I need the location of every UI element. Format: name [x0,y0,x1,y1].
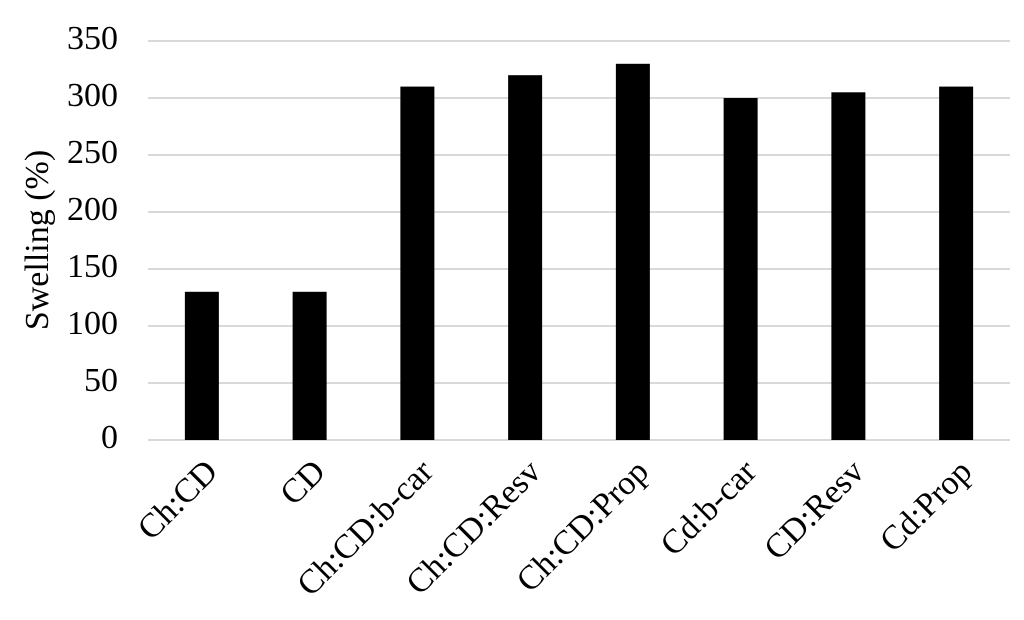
bar [184,291,219,440]
bar [615,63,650,441]
x-tick-label: Cd:b-car [654,453,765,564]
x-tick-label: Ch:CD [131,453,225,547]
x-tick-label: CD [273,453,333,513]
bar [831,92,866,441]
y-tick-label: 0 [101,419,118,456]
bar [400,86,435,440]
x-tick-label: Cd:Prop [873,453,979,559]
y-tick-label: 200 [67,191,118,228]
bar [508,75,543,440]
y-axis-label: Swelling (%) [19,150,56,330]
y-tick-label: 350 [67,20,118,57]
y-tick-label: 50 [84,362,118,399]
y-tick-label: 250 [67,134,118,171]
bar [292,291,327,440]
y-tick-label: 150 [67,248,118,285]
bar [939,86,974,440]
bar [723,98,758,440]
x-tick-label: CD:Resv [757,453,871,567]
y-tick-label: 300 [67,77,118,114]
y-tick-label: 100 [67,305,118,342]
